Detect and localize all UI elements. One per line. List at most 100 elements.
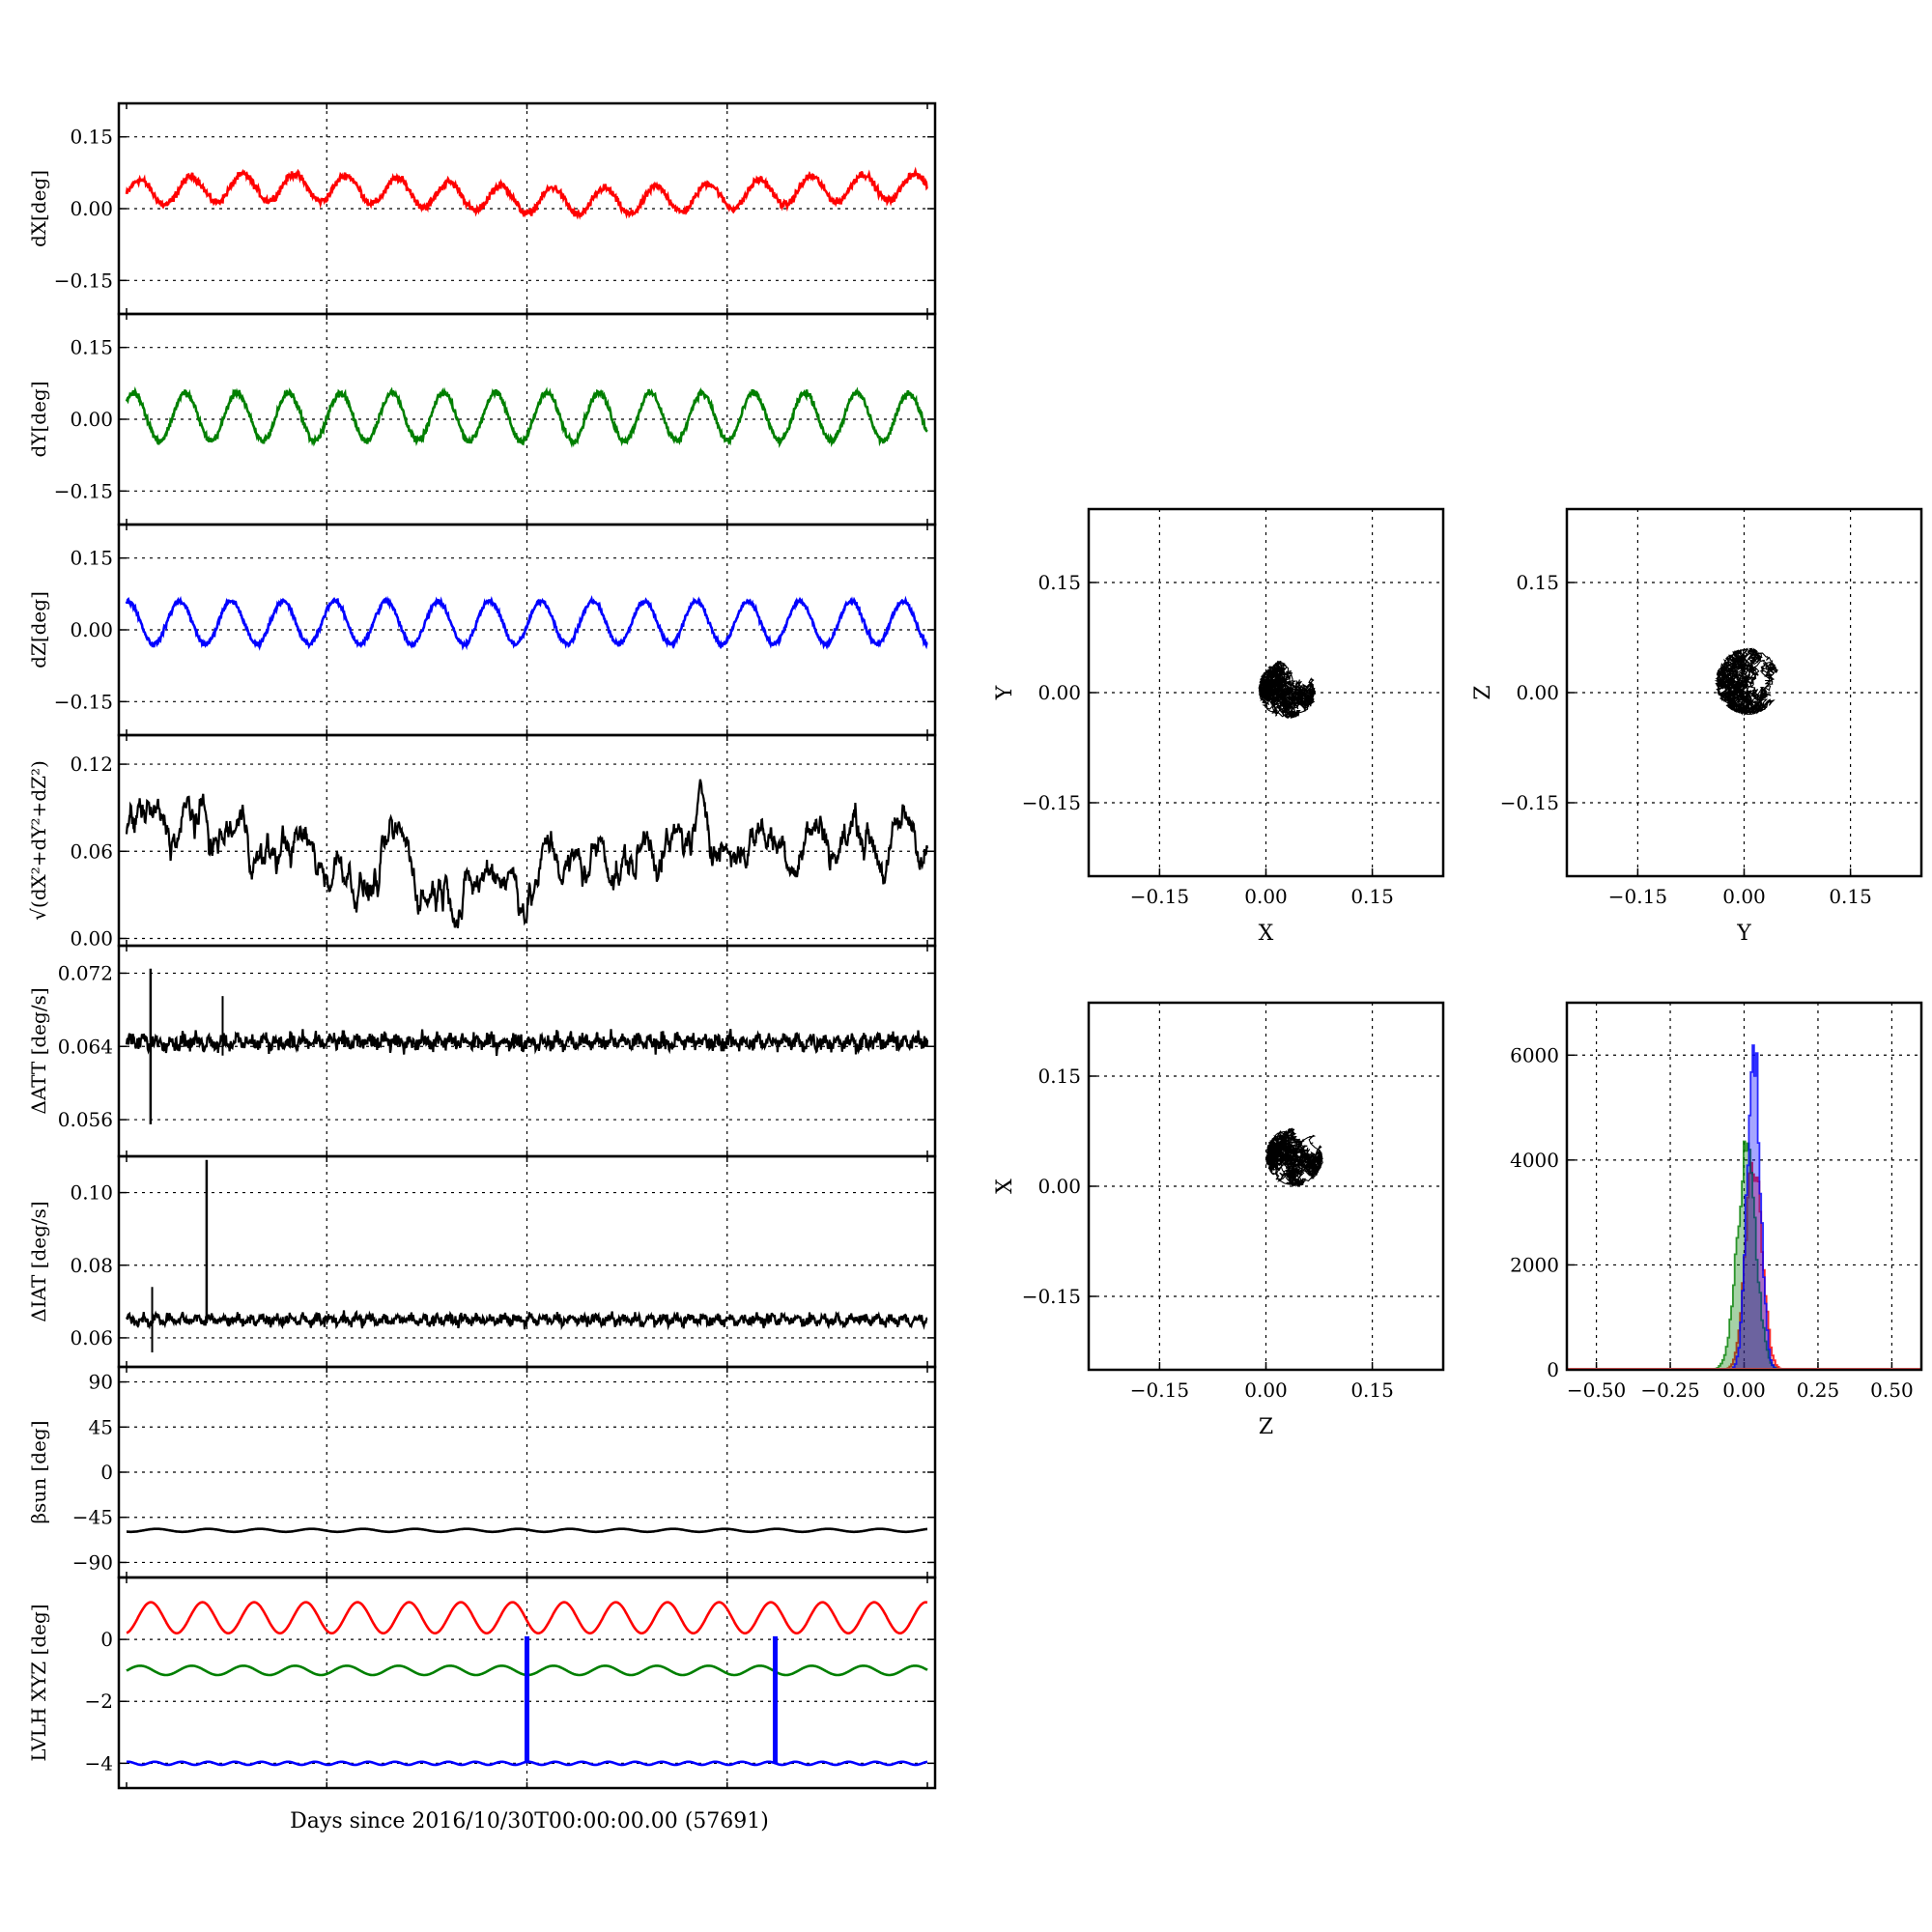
series-line: [125, 1310, 928, 1331]
scatter-and-histogram-panels: −0.15 0.15 0.00 0.00 0.15 −0.15 X Y −0.15 0.15 0.0…: [993, 507, 1923, 1439]
y-tick-label: 0: [100, 1628, 113, 1651]
x-tick-label: 0.25: [1797, 1378, 1840, 1402]
scatter-trace: [1264, 1127, 1323, 1187]
y-tick-label: 0.15: [1037, 571, 1081, 594]
y-axis-label: βsun [deg]: [27, 1421, 50, 1524]
x-tick-label: 0.00: [1722, 885, 1766, 908]
series-line: [125, 779, 929, 928]
y-tick-label: 0.15: [70, 336, 113, 359]
panel-xy: −0.15 0.15 0.00 0.00 0.15 −0.15 X Y: [993, 507, 1445, 946]
panel-frame: [1087, 1001, 1445, 1372]
y-tick-label: −0.15: [1022, 791, 1081, 814]
y-tick-label: 0.12: [70, 753, 113, 776]
panel-yz: −0.15 0.15 0.00 0.00 0.15 −0.15 Y Z: [1471, 507, 1923, 946]
y-tick-label: −0.15: [1022, 1285, 1081, 1308]
y-tick-label: 0.056: [58, 1108, 113, 1131]
x-tick-label: −0.15: [1130, 1378, 1189, 1402]
panel-frame: [1087, 507, 1445, 878]
x-tick-label: 0.00: [1244, 885, 1288, 908]
y-tick-label: 0.06: [70, 1326, 113, 1350]
y-axis-label: Y: [993, 685, 1017, 700]
y-axis-label: dY[deg]: [27, 381, 50, 457]
panel-zx: −0.15 0.15 0.00 0.00 0.15 −0.15 Z X: [993, 1001, 1445, 1439]
y-axis-label: ΔIAT [deg/s]: [27, 1201, 50, 1321]
x-tick-label: 0.15: [1829, 885, 1872, 908]
x-axis-label: Z: [1259, 1415, 1273, 1439]
series-line: [125, 595, 928, 651]
y-tick-label: 0.15: [70, 547, 113, 570]
scatter-trace: [1714, 647, 1778, 717]
x-tick-label: −0.15: [1608, 885, 1667, 908]
y-tick-label: 0: [1547, 1358, 1559, 1381]
time-series-panels: 0.150.00−0.15dX[deg]0.150.00−0.15dY[deg]…: [27, 101, 937, 1790]
x-tick-label: −0.15: [1130, 885, 1189, 908]
y-axis-label: LVLH XYZ [deg]: [27, 1604, 50, 1761]
series-line: [125, 386, 928, 449]
y-tick-label: 0.06: [70, 839, 113, 863]
y-tick-label: −90: [72, 1550, 113, 1574]
x-axis-label: Y: [1736, 922, 1751, 946]
panel-beta: 90 45 0 −45 −90 βsun [deg]: [27, 1365, 937, 1579]
y-tick-label: 0.00: [70, 618, 113, 641]
y-tick-label: 0.072: [58, 961, 113, 984]
panel-frame: [117, 1576, 937, 1790]
panel-dr: 0.12 0.06 0.00 √(dX²+dY²+dZ²): [27, 733, 937, 950]
y-tick-label: −0.15: [54, 690, 113, 713]
y-tick-label: −45: [72, 1506, 113, 1529]
y-tick-label: 90: [89, 1371, 113, 1394]
x-tick-label: 0.00: [1722, 1378, 1766, 1402]
y-axis-label: ΔATT [deg/s]: [27, 987, 50, 1114]
y-tick-label: 0.00: [1516, 681, 1559, 704]
scatter-trace: [1258, 660, 1317, 720]
y-tick-label: 0.15: [1037, 1065, 1081, 1088]
y-tick-label: −0.15: [1500, 791, 1559, 814]
x-axis-label: X: [1259, 922, 1274, 946]
y-tick-label: 0: [100, 1461, 113, 1484]
panel-lvlh: 0 −2 −4 LVLH XYZ [deg]: [27, 1576, 937, 1790]
y-tick-label: 4000: [1510, 1149, 1559, 1172]
x-tick-label: −0.25: [1640, 1378, 1699, 1402]
panel-diat: 0.10 0.08 0.06 ΔIAT [deg/s]: [27, 1154, 937, 1369]
y-tick-label: 0.15: [1516, 571, 1559, 594]
series-line: [126, 1601, 928, 1634]
panel-hist: −0.50 −0.25 0.00 0.25 0.50 6000 4000 2000 0: [1510, 1001, 1923, 1402]
y-axis-label: X: [993, 1179, 1017, 1194]
panel-datt: 0.072 0.064 0.056 ΔATT [deg/s]: [27, 944, 937, 1158]
y-tick-label: 0.00: [70, 408, 113, 431]
y-tick-label: 45: [89, 1415, 113, 1438]
y-tick-label: −0.15: [54, 479, 113, 502]
y-axis-label: dX[deg]: [27, 170, 50, 247]
x-tick-label: 0.00: [1244, 1378, 1288, 1402]
y-tick-label: 2000: [1510, 1253, 1559, 1276]
y-tick-label: 0.00: [1037, 1175, 1081, 1198]
x-axis-label: Days since 2016/10/30T00:00:00.00 (57691…: [290, 1809, 769, 1833]
y-tick-label: 0.00: [1037, 681, 1081, 704]
series-line: [125, 1029, 929, 1057]
y-tick-label: −4: [85, 1751, 113, 1775]
panel-frame: [1565, 1001, 1923, 1372]
y-tick-label: 0.00: [70, 926, 113, 950]
y-axis-label: √(dX²+dY²+dZ²): [27, 760, 50, 921]
panel-frame: [1565, 507, 1923, 878]
y-tick-label: 0.08: [70, 1254, 113, 1277]
y-tick-label: −2: [85, 1690, 113, 1713]
x-tick-label: 0.15: [1350, 885, 1394, 908]
y-tick-label: 6000: [1510, 1043, 1559, 1066]
y-tick-label: 0.10: [70, 1181, 113, 1205]
series-line: [127, 1527, 927, 1534]
y-tick-label: 0.064: [58, 1035, 113, 1058]
y-tick-label: −0.15: [54, 269, 113, 292]
series-line: [125, 166, 928, 220]
x-tick-label: −0.50: [1567, 1378, 1626, 1402]
y-axis-label: Z: [1471, 685, 1495, 699]
x-tick-label: 0.50: [1870, 1378, 1914, 1402]
histogram-series: [1685, 1044, 1818, 1371]
y-axis-label: dZ[deg]: [27, 591, 50, 668]
y-tick-label: 0.15: [70, 126, 113, 149]
x-tick-label: 0.15: [1350, 1378, 1394, 1402]
y-tick-label: 0.00: [70, 197, 113, 220]
